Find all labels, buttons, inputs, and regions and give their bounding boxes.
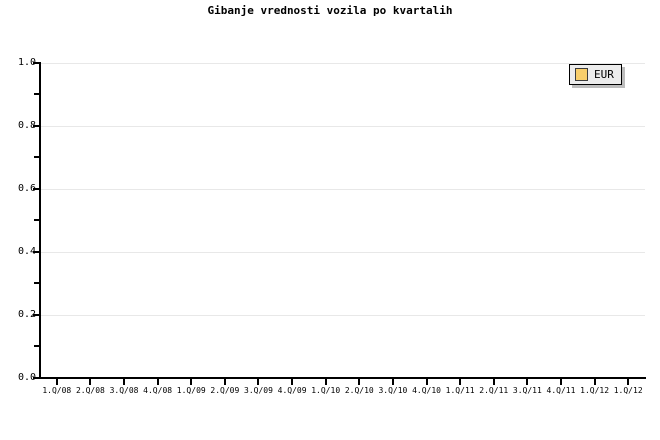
x-tick-7 [291, 379, 293, 385]
gridline-0.6 [40, 189, 645, 190]
y-axis-label-2: 0.4 [17, 246, 36, 257]
legend-swatch-eur [575, 68, 588, 81]
x-axis-label-11: 4.Q/10 [412, 386, 441, 395]
x-axis-label-8: 1.Q/10 [311, 386, 341, 395]
x-axis-label-7: 4.Q/09 [277, 386, 307, 395]
y-tick-minor-0.9 [34, 93, 39, 95]
x-tick-2 [123, 379, 125, 385]
gridline-1.0 [40, 63, 645, 64]
y-tick-0.8 [33, 125, 39, 127]
x-axis-label-1: 2.Q/08 [75, 386, 105, 395]
x-axis-label-0: 1.Q/08 [42, 386, 72, 395]
y-tick-1.0 [33, 62, 39, 64]
x-axis-label-4: 1.Q/09 [176, 386, 206, 395]
y-axis-label-4: 0.8 [17, 120, 36, 131]
gridline-0.8 [40, 126, 645, 127]
x-tick-12 [459, 379, 461, 385]
x-axis-label-17: 1.Q/12 [613, 386, 643, 395]
chart-legend[interactable]: EUR [569, 64, 622, 85]
x-tick-1 [89, 379, 91, 385]
y-tick-0.0 [33, 377, 39, 379]
x-axis-label-9: 2.Q/10 [344, 386, 374, 395]
x-tick-5 [224, 379, 226, 385]
x-tick-4 [190, 379, 192, 385]
y-axis-labels: 1.0 0.8 0.6 0.4 0.2 0.0 [0, 0, 36, 440]
y-tick-minor-0.7 [34, 156, 39, 158]
y-tick-minor-0.1 [34, 345, 39, 347]
x-tick-3 [157, 379, 159, 385]
y-axis-label-0: 0.0 [17, 372, 36, 383]
x-axis-label-12: 1.Q/11 [445, 386, 475, 395]
x-tick-9 [358, 379, 360, 385]
plot-area [40, 63, 645, 378]
x-tick-16 [594, 379, 596, 385]
x-tick-6 [257, 379, 259, 385]
y-axis-label-3: 0.6 [17, 183, 36, 194]
y-axis-line [39, 62, 41, 379]
x-axis-label-13: 2.Q/11 [479, 386, 509, 395]
x-axis-label-15: 4.Q/11 [546, 386, 576, 395]
x-axis-label-5: 2.Q/09 [210, 386, 240, 395]
gridline-0.4 [40, 252, 645, 253]
x-tick-11 [426, 379, 428, 385]
x-tick-14 [526, 379, 528, 385]
y-tick-0.2 [33, 314, 39, 316]
legend-label-eur: EUR [594, 68, 614, 81]
x-tick-8 [325, 379, 327, 385]
y-tick-minor-0.3 [34, 282, 39, 284]
x-tick-15 [560, 379, 562, 385]
x-tick-10 [392, 379, 394, 385]
y-tick-0.4 [33, 251, 39, 253]
y-axis-label-5: 1.0 [17, 57, 36, 68]
y-axis-label-1: 0.2 [17, 309, 36, 320]
x-axis-label-6: 3.Q/09 [244, 386, 273, 395]
x-axis-label-2: 3.Q/08 [109, 386, 139, 395]
x-axis-label-10: 3.Q/10 [378, 386, 408, 395]
x-tick-0 [56, 379, 58, 385]
x-axis-label-3: 4.Q/08 [143, 386, 173, 395]
chart-title: Gibanje vrednosti vozila po kvartalih [207, 4, 453, 17]
x-axis-label-16: 1.Q/12 [580, 386, 610, 395]
y-tick-minor-0.5 [34, 219, 39, 221]
y-tick-0.6 [33, 188, 39, 190]
x-axis-line [39, 377, 646, 379]
x-tick-13 [493, 379, 495, 385]
gridline-0.2 [40, 315, 645, 316]
x-axis-label-14: 3.Q/11 [512, 386, 542, 395]
x-tick-17 [627, 379, 629, 385]
